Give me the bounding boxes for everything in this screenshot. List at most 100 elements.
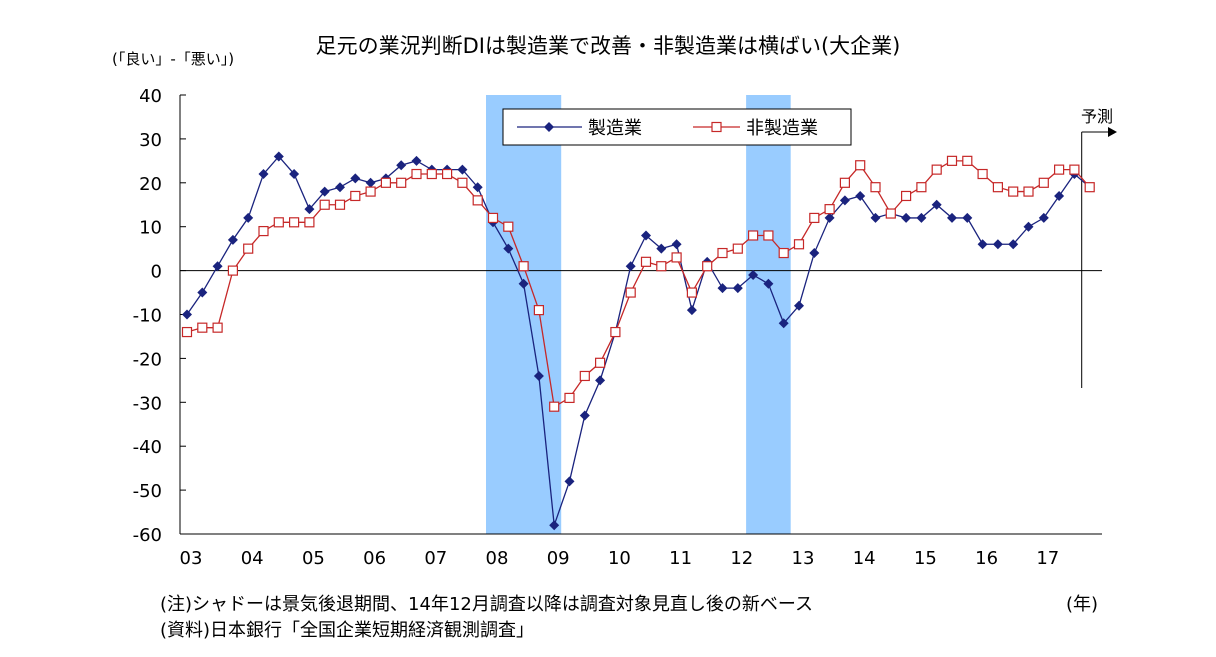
series-2-point [518,261,529,272]
series-1-point [947,212,957,223]
x-tick-label: 04 [241,548,264,569]
series-2-point [1008,186,1019,197]
series-1-point [533,370,544,381]
series-1-point [686,305,697,316]
series-2-point [717,247,728,259]
x-tick-label: 11 [669,548,692,569]
y-tick-label: 20 [139,174,162,195]
series-line-2 [186,160,1091,408]
series-2-point [870,182,881,193]
series-1-point [564,476,575,487]
series-2-point [426,168,437,180]
x-tick-label: 08 [486,548,509,569]
series-2-point [533,305,545,316]
y-tick-label: -60 [133,525,162,546]
series-1-point [839,195,850,206]
series-1-point [748,269,759,280]
series-1-point [671,239,682,250]
series-2-point [258,225,269,237]
series-2-point [411,168,422,180]
series-2-point [396,177,407,188]
series-1-point [1023,221,1034,232]
series-1-point [549,520,560,531]
series-2-point [610,326,621,338]
series-1-point [962,212,973,223]
series-1-point [472,182,483,193]
note-shadow: (注)シャドーは景気後退期間、14年12月調査以降は調査対象見直し後の新ベース [160,594,813,615]
series-1-point [1054,190,1065,201]
series-2-point [1069,164,1080,175]
series-1-point [901,212,912,223]
x-tick-label: 16 [975,548,998,569]
series-1-point [396,160,407,171]
series-1-point [579,410,590,421]
series-2-point [273,217,284,228]
series-1-point [870,212,881,223]
series-2-point [549,401,560,412]
series-2-point [457,177,468,188]
series-2-point [243,243,254,254]
series-1-point [625,261,636,272]
series-2-point [778,247,789,259]
series-1-point [289,169,300,180]
shaded-period-1 [486,95,562,534]
series-1-point [763,278,774,289]
series-1-point [824,212,835,223]
series-1-point [365,177,376,188]
series-1-point [855,190,866,201]
series-1-point [227,234,238,245]
series-1-point [656,243,667,254]
y-tick-label: -50 [133,481,162,502]
series-1-point [243,212,254,223]
x-axis-label: (年) [1066,594,1099,615]
series-2-point [1023,186,1034,197]
y-tick-label: 30 [139,130,162,151]
legend-marker-2 [711,121,722,133]
series-1-point [595,375,606,386]
series-2-point [702,261,713,272]
x-tick-label: 17 [1036,548,1059,569]
series-1-point [457,164,468,175]
series-2-point [319,199,330,210]
series-1-point [411,155,422,166]
forecast-arrow-head [1108,127,1117,137]
series-2-point [839,177,851,188]
x-tick-label: 09 [547,548,570,569]
y-tick-label: 40 [139,86,162,107]
series-1-point [717,283,728,294]
shaded-period-2 [746,95,791,534]
series-1-point [335,182,345,193]
series-1-point [319,186,330,197]
series-2-point [1084,182,1095,193]
series-1-point [778,318,789,329]
series-2-point [793,239,805,250]
y-tick-label: 0 [151,262,162,283]
series-line-1 [186,155,1091,526]
series-1-point [182,309,192,320]
x-tick-label: 10 [608,548,631,569]
series-1-point [304,204,315,215]
series-2-point [472,195,483,206]
x-tick-label: 14 [853,548,876,569]
series-2-point [365,186,376,197]
series-2-point [656,261,667,272]
series-2-point [579,370,590,382]
series-1-point [732,283,743,294]
series-2-point [442,168,453,180]
y-tick-label: -20 [133,349,162,370]
series-2-point [931,164,942,175]
series-2-point [304,217,315,228]
series-2-point [885,208,896,219]
chart-title: 足元の業況判断DIは製造業で改善・非製造業は横ばい(大企業) [315,34,901,58]
y-axis-label: (「良い」-「悪い」) [112,50,235,68]
series-2-point [747,230,759,241]
series-2-point [992,182,1004,193]
series-1-point [197,287,208,298]
series-2-point [487,212,499,224]
series-2-point [900,190,912,202]
series-2-point [197,322,208,333]
x-tick-label: 07 [424,548,447,569]
series-2-point [181,326,193,338]
series-1-point [258,169,269,180]
